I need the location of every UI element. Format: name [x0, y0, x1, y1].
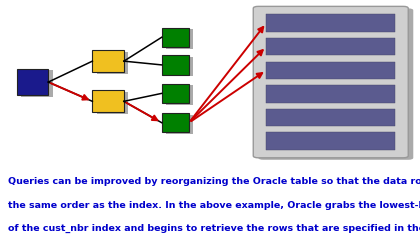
Bar [266, 14, 395, 32]
Bar [266, 38, 395, 56]
FancyBboxPatch shape [258, 8, 413, 160]
Bar [162, 84, 189, 103]
Bar [21, 70, 52, 97]
Bar [162, 55, 189, 74]
Bar [162, 113, 189, 132]
Bar [266, 85, 395, 103]
Text: the same order as the index. In the above example, Oracle grabs the lowest-level: the same order as the index. In the abov… [8, 201, 420, 210]
Bar [266, 62, 395, 79]
Text: Queries can be improved by reorganizing the Oracle table so that the data rows a: Queries can be improved by reorganizing … [8, 177, 420, 186]
Bar [97, 52, 128, 74]
Bar [92, 50, 124, 72]
Bar [17, 69, 48, 96]
Bar [162, 28, 189, 47]
Bar [266, 109, 395, 126]
FancyBboxPatch shape [253, 6, 408, 158]
Text: of the cust_nbr index and begins to retrieve the rows that are specified in the : of the cust_nbr index and begins to retr… [8, 224, 420, 233]
Bar [97, 92, 128, 114]
Bar [92, 90, 124, 112]
Bar [166, 29, 193, 48]
Bar [166, 86, 193, 105]
Bar [266, 132, 395, 150]
Bar [166, 57, 193, 76]
Bar [166, 115, 193, 134]
